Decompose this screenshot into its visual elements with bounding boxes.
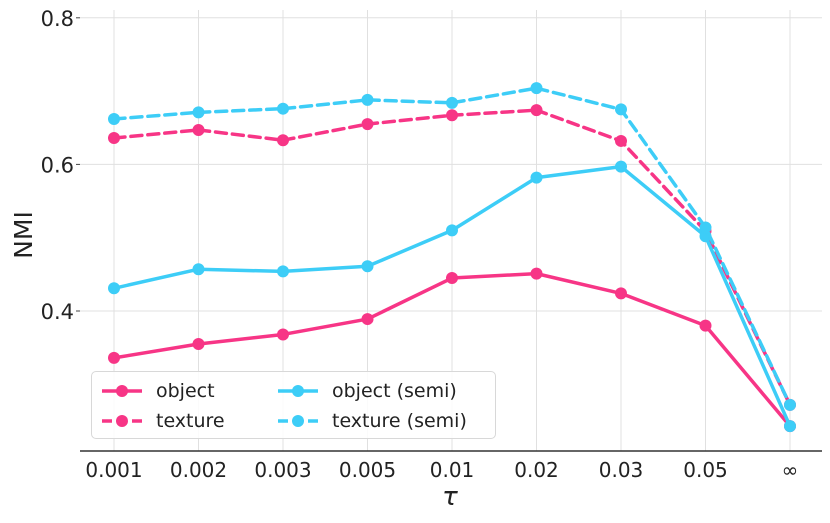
data-point-texture [530,104,543,117]
x-tick-label: 0.005 [339,458,396,482]
data-point-texture-semi [615,103,627,116]
data-point-object [108,351,120,364]
data-point-texture [361,118,374,131]
x-tick-label: 0.01 [430,458,475,482]
data-point-texture-semi [192,106,205,119]
data-point-texture-semi [361,93,374,106]
legend-item-object: object [100,379,215,403]
y-axis-label: NMI [9,211,38,259]
data-point-object [699,319,712,332]
x-axis-label: τ [442,482,458,512]
x-tick-labels: 0.001 0.002 0.003 0.005 0.01 0.02 0.03 0.05 ∞ [85,458,798,482]
legend-swatch-object-semi [278,385,318,397]
data-point-object-semi [446,224,458,237]
legend-label-object-semi: object (semi) [332,380,457,402]
data-point-texture [192,123,205,136]
legend-label-object: object [156,380,215,402]
legend-label-texture: texture [156,410,225,432]
data-point-object [530,267,543,280]
data-point-texture [108,132,120,145]
series-lines [108,82,796,433]
y-tick-label: 0.6 [41,153,74,177]
data-point-object-semi [108,282,120,295]
data-point-object [361,313,374,326]
legend: object texture object (semi) texture (se… [91,371,496,439]
data-point-texture-semi [277,102,289,115]
x-tick-label: 0.02 [514,458,559,482]
x-tick-label: 0.003 [254,458,311,482]
legend-label-texture-semi: texture (semi) [332,410,467,432]
data-point-object [615,287,627,300]
y-tick-labels: 0.4 0.6 0.8 [41,7,80,324]
legend-item-texture: texture [100,409,225,433]
y-tick-label: 0.8 [41,7,74,31]
data-point-texture [277,134,289,147]
data-point-object-semi [192,263,205,276]
data-point-texture-semi [108,112,120,125]
data-point-texture [615,134,627,147]
data-point-object [192,337,205,350]
data-point-object-semi [530,171,543,184]
legend-item-texture-semi: texture (semi) [276,409,467,433]
y-tick-label: 0.4 [41,300,74,324]
x-tick-label: 0.05 [683,458,728,482]
data-point-object [446,272,458,285]
data-point-object-semi [784,420,796,433]
data-point-object-semi [277,265,289,278]
legend-swatch-texture-semi [278,415,318,427]
x-tick-label: 0.03 [599,458,644,482]
x-tick-label: 0.002 [170,458,227,482]
x-tick-label: ∞ [782,458,799,482]
legend-item-object-semi: object (semi) [276,379,457,403]
data-point-object [277,328,289,341]
data-point-texture-semi [530,82,543,95]
legend-swatch-texture [102,415,142,427]
data-point-texture-semi [699,221,712,234]
data-point-texture-semi [784,398,796,411]
data-point-texture [446,109,458,122]
legend-swatch-object [102,385,142,397]
data-point-object-semi [615,160,627,173]
data-point-texture-semi [446,96,458,109]
data-point-object-semi [361,260,374,273]
x-tick-label: 0.001 [85,458,142,482]
